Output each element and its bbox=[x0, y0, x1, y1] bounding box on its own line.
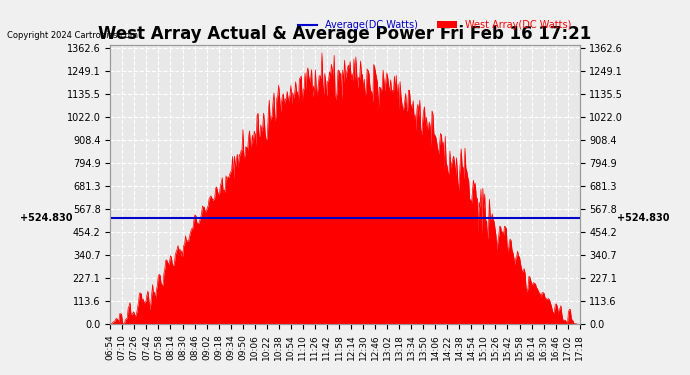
Text: Copyright 2024 Cartronics.com: Copyright 2024 Cartronics.com bbox=[7, 30, 138, 39]
Legend: Average(DC Watts), West Array(DC Watts): Average(DC Watts), West Array(DC Watts) bbox=[294, 16, 575, 34]
Text: +524.830: +524.830 bbox=[618, 213, 670, 223]
Text: +524.830: +524.830 bbox=[20, 213, 72, 223]
Title: West Array Actual & Average Power Fri Feb 16 17:21: West Array Actual & Average Power Fri Fe… bbox=[99, 25, 591, 43]
